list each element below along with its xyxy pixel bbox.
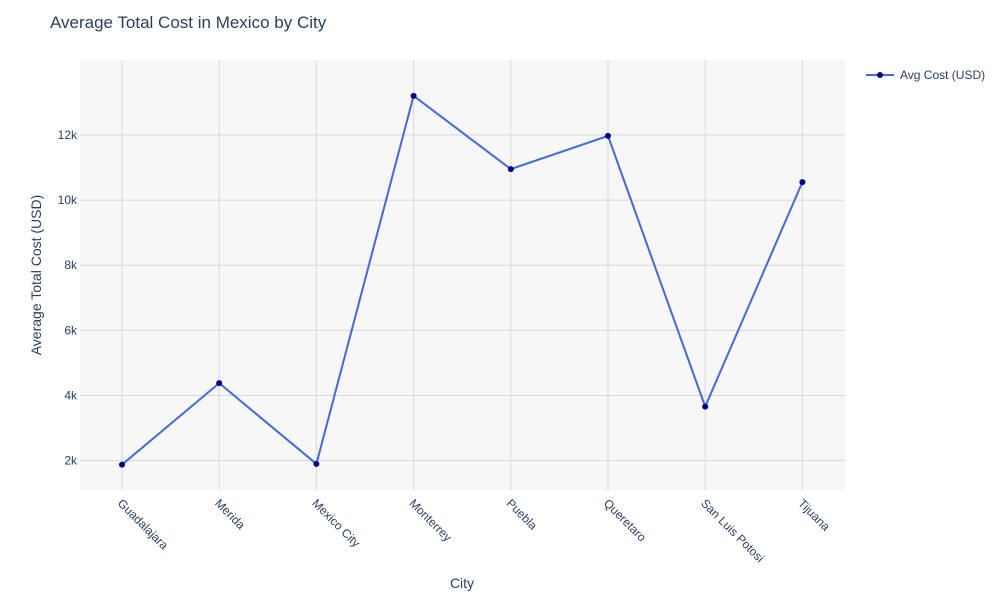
data-point[interactable] bbox=[507, 166, 514, 173]
x-tick-label: Merida bbox=[212, 496, 248, 532]
data-point[interactable] bbox=[119, 461, 125, 468]
y-tick-label: 12k bbox=[58, 128, 78, 142]
data-point[interactable] bbox=[799, 179, 806, 186]
y-tick-label: 6k bbox=[64, 323, 78, 337]
data-point[interactable] bbox=[605, 132, 611, 139]
legend-label: Avg Cost (USD) bbox=[900, 68, 985, 82]
data-point[interactable] bbox=[313, 460, 320, 467]
x-tick-label: Guadalajara bbox=[115, 496, 171, 552]
x-tick-label: Monterrey bbox=[406, 496, 454, 544]
plot-area bbox=[80, 60, 845, 490]
x-tick-label: Puebla bbox=[504, 496, 541, 533]
y-tick-label: 10k bbox=[58, 193, 78, 207]
legend[interactable]: Avg Cost (USD) bbox=[866, 68, 985, 82]
y-tick-label: 4k bbox=[64, 389, 78, 403]
x-gridlines bbox=[121, 60, 803, 490]
x-tick-label: San Luis Potosi bbox=[698, 496, 767, 565]
x-tick-label: Tijuana bbox=[795, 496, 833, 534]
x-tick-label: Queretaro bbox=[601, 496, 649, 544]
y-axis-title: Average Total Cost (USD) bbox=[28, 195, 44, 356]
data-point[interactable] bbox=[410, 92, 417, 99]
series-markers bbox=[119, 92, 806, 468]
series-line-group bbox=[121, 94, 804, 466]
data-point[interactable] bbox=[702, 403, 709, 410]
x-tick-label: Mexico City bbox=[309, 496, 363, 550]
x-axis-ticks: Guadalajara Merida Mexico City Monterrey Pue… bbox=[115, 496, 833, 565]
y-tick-label: 8k bbox=[64, 258, 78, 272]
data-point[interactable] bbox=[216, 380, 223, 387]
legend-marker-swatch bbox=[877, 72, 883, 78]
y-axis-ticks: 2k 4k 6k 8k 10k 12k bbox=[58, 128, 78, 468]
x-axis-title: City bbox=[450, 575, 474, 591]
y-tick-label: 2k bbox=[64, 454, 78, 468]
y-gridlines bbox=[80, 134, 845, 462]
series-line bbox=[121, 94, 804, 466]
chart-title: Average Total Cost in Mexico by City bbox=[50, 13, 327, 32]
